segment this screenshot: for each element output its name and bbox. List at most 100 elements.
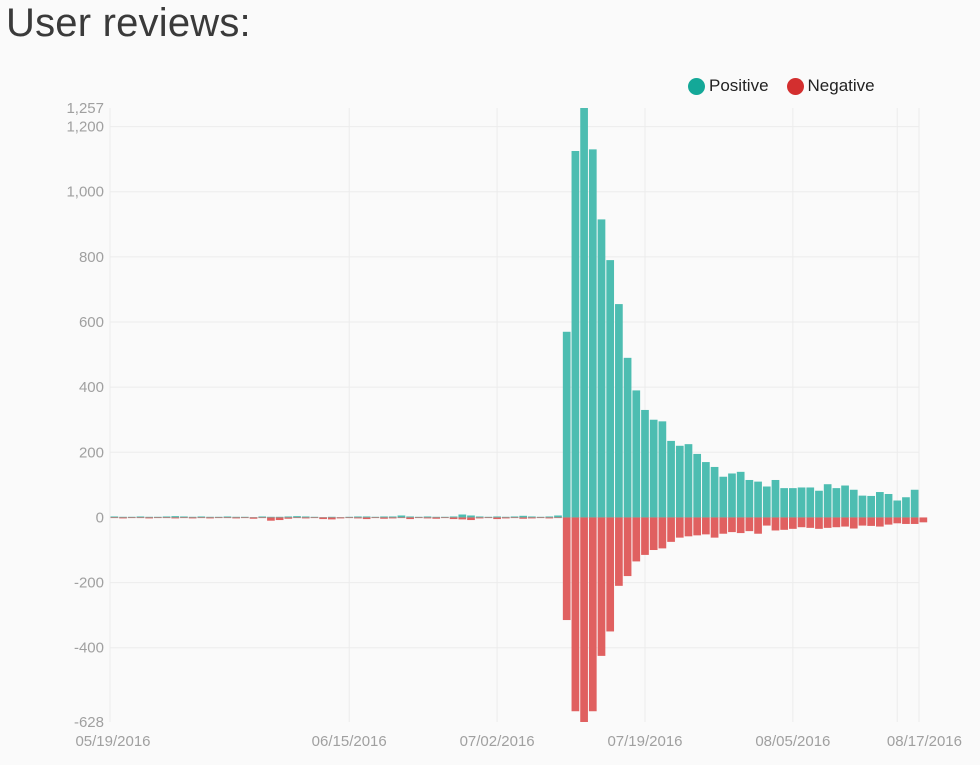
bar-negative bbox=[919, 517, 928, 523]
bar-negative bbox=[388, 517, 397, 519]
bar-negative bbox=[258, 517, 267, 519]
bar-positive bbox=[414, 516, 423, 518]
bar-negative bbox=[702, 517, 710, 535]
bar-negative bbox=[475, 517, 484, 519]
x-tick-label: 07/19/2016 bbox=[607, 733, 682, 750]
bar-positive bbox=[119, 516, 127, 518]
bar-positive bbox=[432, 516, 441, 518]
bar-positive bbox=[423, 516, 432, 518]
bar-negative bbox=[745, 517, 754, 532]
x-tick-label: 08/17/2016 bbox=[887, 733, 962, 750]
bar-negative bbox=[406, 517, 414, 520]
bar-positive bbox=[858, 495, 867, 518]
bar-positive bbox=[258, 516, 267, 518]
y-tick-label: -400 bbox=[74, 640, 104, 657]
bar-positive bbox=[728, 473, 736, 518]
bar-positive bbox=[127, 516, 136, 518]
bar-negative bbox=[858, 517, 867, 526]
bar-positive bbox=[615, 304, 623, 518]
bar-positive bbox=[762, 486, 771, 518]
bar-negative bbox=[780, 517, 789, 530]
bar-positive bbox=[484, 516, 493, 518]
bar-negative bbox=[580, 517, 588, 722]
bar-negative bbox=[188, 517, 197, 519]
bar-negative bbox=[693, 517, 702, 536]
y-tick-label: 600 bbox=[79, 314, 104, 331]
bar-negative bbox=[606, 517, 615, 632]
y-tick-label: 800 bbox=[79, 249, 104, 266]
bar-negative bbox=[562, 517, 571, 621]
bar-negative bbox=[467, 517, 475, 521]
bar-negative bbox=[206, 517, 214, 519]
y-tick-label: 400 bbox=[79, 379, 104, 396]
bar-negative bbox=[345, 517, 354, 519]
bar-positive bbox=[580, 108, 588, 518]
bar-negative bbox=[597, 517, 606, 656]
bar-positive bbox=[441, 516, 449, 518]
bar-negative bbox=[884, 517, 893, 525]
bar-negative bbox=[275, 517, 284, 521]
bar-positive bbox=[197, 516, 206, 518]
bar-positive bbox=[771, 479, 780, 518]
bar-positive bbox=[275, 516, 284, 518]
series-negative bbox=[110, 517, 928, 722]
bar-negative bbox=[354, 517, 362, 519]
bar-negative bbox=[762, 517, 771, 526]
bar-negative bbox=[414, 517, 423, 519]
bar-positive bbox=[528, 516, 536, 518]
bar-positive bbox=[519, 515, 528, 518]
bar-negative bbox=[910, 517, 919, 524]
bar-negative bbox=[658, 517, 667, 549]
bar-negative bbox=[180, 517, 188, 519]
bar-negative bbox=[823, 517, 832, 528]
bar-negative bbox=[771, 517, 780, 531]
bar-negative bbox=[240, 517, 249, 519]
bar-positive bbox=[362, 516, 371, 518]
bar-positive bbox=[902, 497, 910, 518]
bar-positive bbox=[284, 516, 293, 518]
bar-negative bbox=[267, 517, 275, 521]
x-tick-label: 08/05/2016 bbox=[755, 733, 830, 750]
bar-positive bbox=[702, 462, 710, 518]
bar-negative bbox=[815, 517, 823, 529]
legend: Positive Negative bbox=[688, 76, 875, 96]
bar-negative bbox=[528, 517, 536, 519]
y-tick-label: 1,200 bbox=[66, 119, 104, 136]
bar-negative bbox=[284, 517, 293, 519]
x-tick-label: 06/15/2016 bbox=[312, 733, 387, 750]
bar-negative bbox=[327, 517, 336, 520]
y-tick-label: 1,257 bbox=[66, 100, 104, 117]
bar-positive bbox=[380, 516, 388, 518]
bar-negative bbox=[849, 517, 858, 529]
bar-positive bbox=[293, 516, 301, 518]
bar-positive bbox=[232, 516, 240, 518]
bar-positive bbox=[267, 516, 275, 518]
bar-positive bbox=[832, 488, 841, 518]
bar-positive bbox=[458, 514, 467, 518]
bar-positive bbox=[397, 515, 406, 518]
bar-negative bbox=[423, 517, 432, 519]
bar-positive bbox=[406, 516, 414, 518]
bar-positive bbox=[571, 150, 580, 518]
bar-positive bbox=[501, 516, 510, 518]
bar-positive bbox=[388, 516, 397, 518]
bar-negative bbox=[397, 517, 406, 519]
bar-negative bbox=[797, 517, 806, 528]
bar-negative bbox=[449, 517, 458, 520]
bar-positive bbox=[223, 516, 232, 518]
bar-positive bbox=[745, 479, 754, 518]
bar-positive bbox=[301, 516, 310, 518]
bar-negative bbox=[841, 517, 849, 527]
legend-item-positive[interactable]: Positive bbox=[688, 76, 769, 96]
bar-positive bbox=[240, 516, 249, 518]
bar-negative bbox=[667, 517, 675, 542]
bar-positive bbox=[562, 331, 571, 518]
bar-negative bbox=[310, 517, 319, 519]
bar-negative bbox=[441, 517, 449, 519]
bar-negative bbox=[536, 517, 545, 519]
legend-item-negative[interactable]: Negative bbox=[786, 76, 875, 96]
grid bbox=[109, 108, 920, 722]
bar-negative bbox=[493, 517, 501, 520]
bar-positive bbox=[449, 516, 458, 518]
